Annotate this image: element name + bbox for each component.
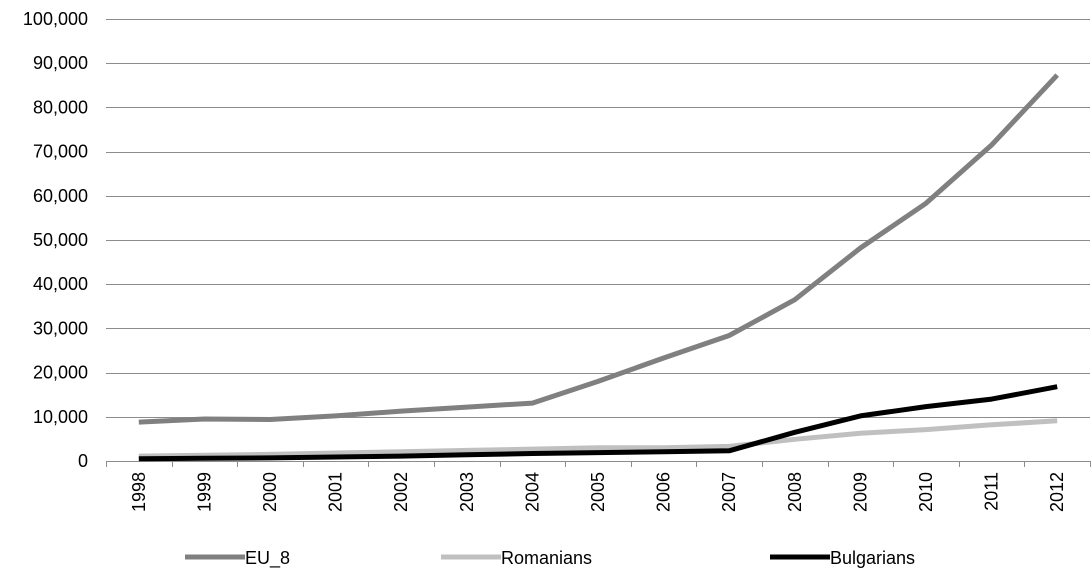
legend-label: EU_8 [245,548,290,569]
x-tick-label: 2009 [850,472,870,512]
x-tick-label: 2002 [391,472,411,512]
series-lines [138,73,1060,462]
y-tick-label: 80,000 [33,97,88,117]
y-tick-label: 60,000 [33,186,88,206]
x-tick-label: 2011 [982,472,1002,511]
y-axis: 0 10,000 20,000 30,000 40,000 50,000 60,000 70,… [23,9,88,471]
legend-label: Romanians [501,548,592,568]
y-tick-label: 70,000 [33,142,88,162]
y-tick-label: 30,000 [33,318,88,338]
gridlines [106,19,1090,418]
legend: EU_8 Romanians Bulgarians [185,548,915,569]
x-tick-label: 2005 [588,472,608,512]
x-tick-label: 2004 [522,472,542,512]
x-tick-label: 1998 [129,472,149,512]
series-line-eu-8 [138,73,1060,425]
y-tick-label: 100,000 [23,9,88,29]
y-tick-label: 0 [78,451,88,471]
x-tick-label: 2000 [260,472,280,512]
y-tick-label: 10,000 [33,407,88,427]
x-tick-label: 1999 [194,472,214,512]
y-tick-label: 40,000 [33,274,88,294]
x-tick-label: 2001 [326,472,346,512]
x-axis: 1998 1999 2000 2001 2002 2003 2004 2005 2006 2007… [106,461,1091,512]
x-tick-label: 2003 [457,472,477,512]
series-line-romanians [138,418,1058,459]
x-tick-label: 2012 [1047,472,1067,512]
x-tick-label: 2006 [654,472,674,512]
y-tick-label: 50,000 [33,230,88,250]
x-tick-label: 2010 [916,472,936,512]
x-tick-label: 2008 [785,472,805,512]
x-tick-label: 2007 [719,472,739,512]
y-tick-label: 90,000 [33,53,88,73]
legend-label: Bulgarians [830,548,915,568]
series-line-bulgarians [138,384,1058,462]
y-tick-label: 20,000 [33,363,88,383]
